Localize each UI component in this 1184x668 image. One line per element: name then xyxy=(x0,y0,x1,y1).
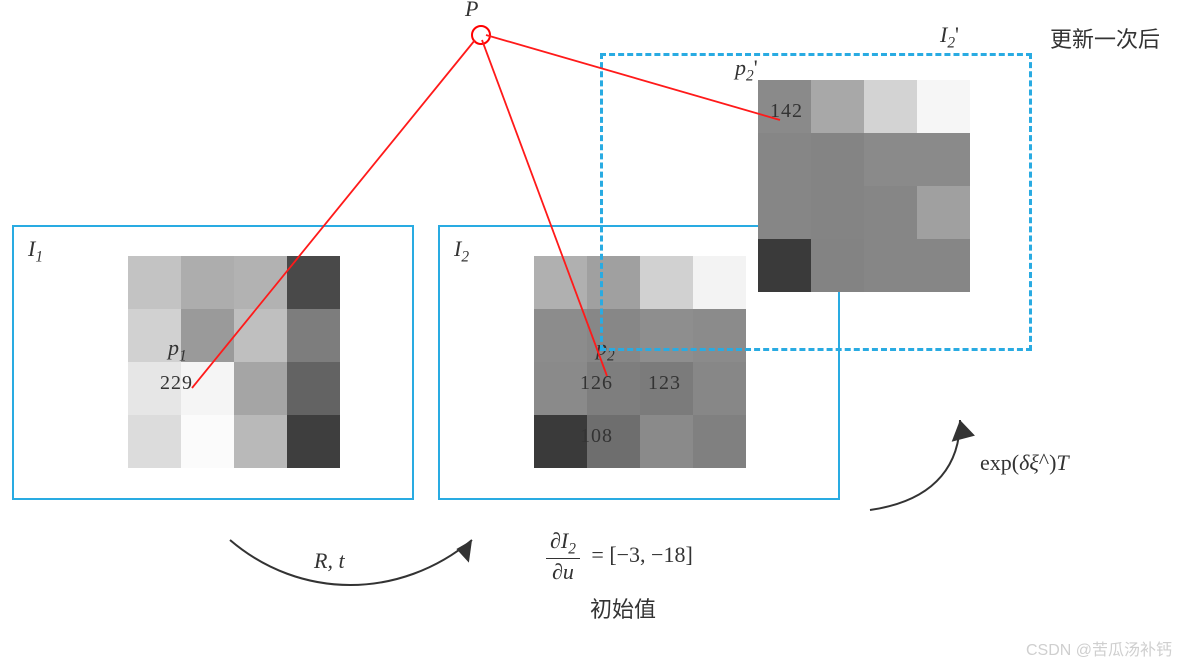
grid-cell xyxy=(234,309,287,362)
label-Rt: R, t xyxy=(314,548,345,574)
grid-cell xyxy=(234,256,287,309)
grid-cell xyxy=(181,415,234,468)
grid-cell xyxy=(758,186,811,239)
grid-cell xyxy=(534,309,587,362)
grid-cell xyxy=(864,133,917,186)
grid-cell xyxy=(917,133,970,186)
grid-cell xyxy=(234,415,287,468)
label-grad: ∂I2 ∂u = [−3, −18] xyxy=(546,528,693,585)
grid-cell xyxy=(693,415,746,468)
grid-cell xyxy=(758,133,811,186)
label-I2p: I2' xyxy=(940,22,959,52)
label-p2p: p2' xyxy=(735,55,758,85)
grid-cell xyxy=(917,80,970,133)
label-P: P xyxy=(465,0,478,22)
label-init: 初始值 xyxy=(590,592,656,624)
label-I2: I2 xyxy=(454,236,469,266)
label-exp: exp(δξ^)T xyxy=(980,450,1069,476)
val-I2p-142: 142 xyxy=(770,100,803,123)
grid-cell xyxy=(811,186,864,239)
watermark: CSDN @苦瓜汤补钙 xyxy=(1026,636,1172,660)
grid-cell xyxy=(693,362,746,415)
grid-cell xyxy=(640,415,693,468)
grid-cell xyxy=(917,186,970,239)
grid-cell xyxy=(234,362,287,415)
grid-cell xyxy=(864,186,917,239)
grid-cell xyxy=(181,256,234,309)
grid-cell xyxy=(811,80,864,133)
grid-I1 xyxy=(128,256,340,468)
point-P xyxy=(471,25,491,45)
grid-cell xyxy=(811,133,864,186)
grid-cell xyxy=(128,415,181,468)
grid-cell xyxy=(917,239,970,292)
label-p1: p1 xyxy=(168,335,187,365)
grid-cell xyxy=(864,80,917,133)
grid-cell xyxy=(758,239,811,292)
grid-cell xyxy=(534,256,587,309)
grid-cell xyxy=(811,239,864,292)
grid-cell xyxy=(287,362,340,415)
grid-cell xyxy=(287,309,340,362)
grid-cell xyxy=(128,256,181,309)
grid-cell xyxy=(287,415,340,468)
val-I2-123: 123 xyxy=(648,372,681,395)
grid-cell xyxy=(864,239,917,292)
grid-cell xyxy=(181,309,234,362)
grid-cell xyxy=(287,256,340,309)
label-I1: I1 xyxy=(28,236,43,266)
val-I2-108: 108 xyxy=(580,425,613,448)
val-I2-126: 126 xyxy=(580,372,613,395)
label-update: 更新一次后 xyxy=(1050,22,1160,54)
val-I1-229: 229 xyxy=(160,372,193,395)
